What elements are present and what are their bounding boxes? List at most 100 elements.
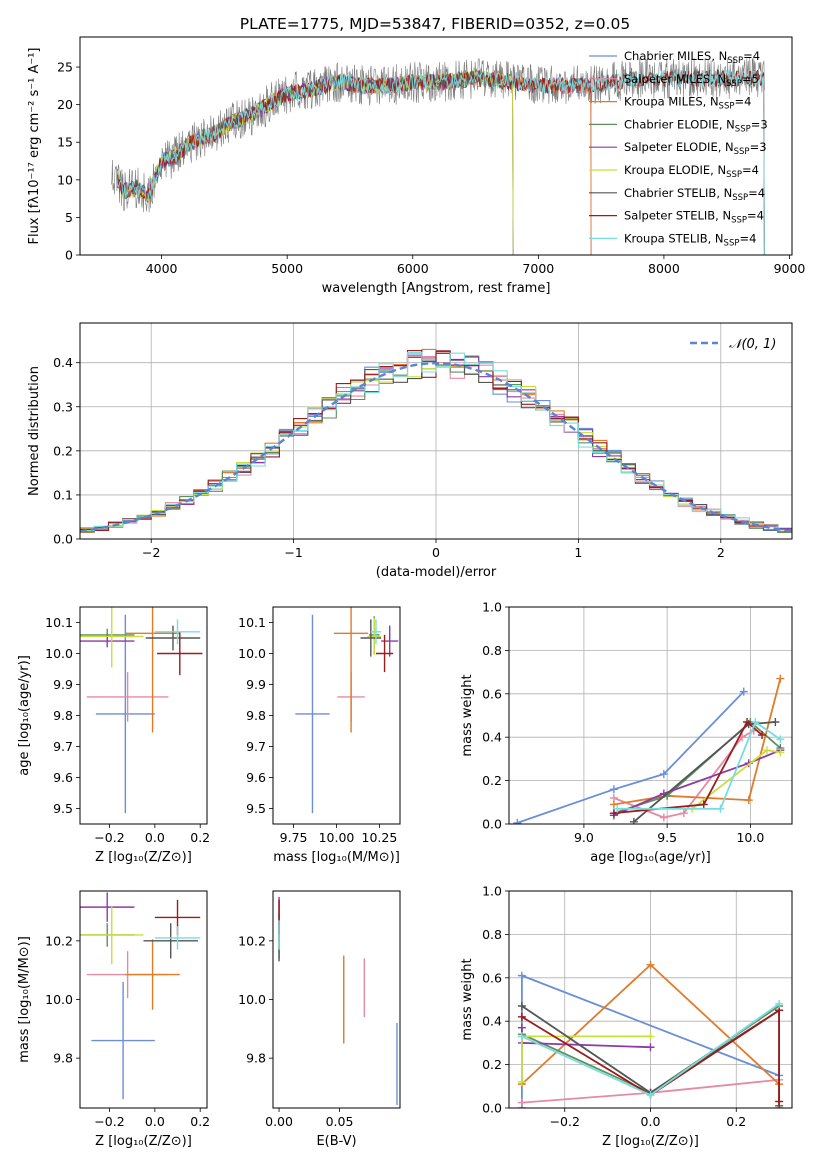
y-tick-label: 10.0 [238, 992, 266, 1007]
weight-point-marker [517, 1077, 526, 1086]
x-tick-label: 6000 [397, 261, 429, 276]
weight-point-marker [659, 770, 668, 779]
weight-point-marker [517, 1098, 526, 1107]
x-tick-label: 0.2 [190, 830, 210, 845]
y-tick-label: 0 [65, 248, 73, 263]
legend-subscript: SSP [731, 216, 747, 226]
residuals-plot-area [80, 348, 792, 534]
legend-subscript: SSP [735, 124, 751, 134]
x-tick-label: 10.0 [736, 830, 764, 845]
x-tick-label: 0.00 [265, 1114, 293, 1129]
errorbar-point [143, 923, 198, 959]
legend-value: =5 [742, 72, 759, 86]
weight-point-marker [716, 804, 725, 813]
residuals-legend: 𝒩(0, 1) [690, 337, 776, 352]
errorbar-point [154, 619, 201, 645]
spectrum-frame [79, 36, 793, 256]
x-tick-label: 2 [717, 545, 725, 560]
errorbar-point [145, 625, 201, 651]
y-tick-label: 10.0 [45, 992, 73, 1007]
mass_vs_Z-plot-area [80, 892, 201, 1100]
mass_vs_Z-panel: −0.2 0.0 0.2 9.8 10.0 10.2 Z [log₁₀(Z/Z⊙)] mass… [17, 890, 210, 1149]
spectrum-plot-area [111, 57, 765, 255]
weight-point-marker [517, 1023, 526, 1032]
weight-point-marker [646, 1032, 655, 1041]
x-axis-label: Z [log₁₀(Z/Z⊙)] [95, 850, 192, 865]
x-tick-label: 0 [432, 545, 440, 560]
weight-point-marker [771, 718, 780, 727]
legend-entry: Salpeter ELODIE, NSSP=3 [624, 140, 767, 157]
x-tick-label: 9000 [774, 261, 806, 276]
model-series-line [117, 70, 592, 255]
model-series-line [117, 70, 592, 255]
y-tick-label: 0.4 [482, 730, 502, 745]
y-tick-label: 9.9 [246, 677, 266, 692]
y-tick-label: 0.6 [482, 970, 502, 985]
legend-entry: Kroupa STELIB, NSSP=4 [624, 231, 756, 248]
legend-subscript: SSP [724, 238, 740, 248]
x-tick-label: 0.0 [145, 1114, 165, 1129]
legend-entry: Kroupa MILES, NSSP=4 [624, 95, 751, 112]
y-tick-label: 9.5 [246, 801, 266, 816]
x-tick-label: 9.75 [280, 830, 308, 845]
weight-point-marker [609, 800, 618, 809]
weight-point-marker [751, 718, 760, 727]
legend-value: =4 [734, 95, 751, 109]
y-tick-label: 9.7 [246, 739, 266, 754]
x-axis-label: (data-model)/error [376, 565, 497, 580]
y-tick-label: 10.2 [238, 933, 266, 948]
y-tick-label: 0.2 [53, 443, 73, 458]
y-tick-label: 0.0 [53, 532, 73, 547]
x-axis-label: age [log₁₀(age/yr)] [590, 850, 711, 865]
x-axis-label: wavelength [Angstrom, rest frame] [322, 281, 551, 296]
mass_vs_ebv-panel: 0.00 0.05 9.8 10.0 10.2 E(B-V) [238, 890, 401, 1149]
age_vs_mass-panel: 9.75 10.00 10.25 9.5 9.6 9.7 9.8 9.9 10.0 10.1 mas… [238, 606, 401, 865]
y-tick-label: 9.8 [53, 1051, 73, 1066]
y-tick-label: 10.1 [45, 615, 73, 630]
legend-entry: Chabrier STELIB, NSSP=4 [624, 186, 765, 203]
legend-subscript: SSP [734, 147, 750, 157]
x-tick-label: 8000 [648, 261, 680, 276]
errorbar-point [154, 926, 201, 950]
weight-point-marker [679, 809, 688, 818]
y-tick-label: 9.6 [53, 770, 73, 785]
x-tick-label: −0.2 [94, 1114, 124, 1129]
x-tick-label: 0.05 [326, 1114, 354, 1129]
age_vs_Z-panel: −0.2 0.0 0.2 9.5 9.6 9.7 9.8 9.9 10.0 10.1 Z [log₁… [17, 606, 210, 865]
weight-point-marker [743, 718, 752, 727]
x-tick-label: 10.25 [362, 830, 398, 845]
weight-series-line [613, 678, 782, 806]
y-tick-label: 10.0 [238, 646, 266, 661]
legend-value: =4 [748, 186, 765, 200]
x-axis-label: Z [log₁₀(Z/Z⊙)] [602, 1134, 699, 1149]
legend-value: =3 [750, 140, 767, 154]
weight-point-marker [517, 1032, 526, 1041]
errorbar-point [381, 625, 399, 657]
legend-entry: Salpeter MILES, NSSP=5 [624, 72, 759, 89]
weight-point-marker [775, 999, 784, 1008]
x-tick-label: 0.0 [641, 1114, 661, 1129]
weight-series-line [613, 729, 755, 819]
legend-subscript: SSP [719, 102, 735, 112]
y-tick-label: 0.8 [482, 927, 502, 942]
x-tick-label: −0.2 [550, 1114, 580, 1129]
y-tick-label: 20 [57, 97, 73, 112]
errorbar-point [295, 614, 330, 814]
x-tick-label: 0.2 [190, 1114, 210, 1129]
weight-point-marker [776, 748, 785, 757]
weight-point-marker [646, 1090, 655, 1099]
figure-title: PLATE=1775, MJD=53847, FIBERID=0352, z=0… [240, 15, 630, 33]
legend-subscript: SSP [727, 56, 743, 66]
x-tick-label: 7000 [522, 261, 554, 276]
model-series-line [117, 70, 765, 255]
legend-value: =4 [747, 209, 764, 223]
y-tick-label: 0.2 [482, 1057, 502, 1072]
errorbar-point [125, 607, 180, 733]
x-tick-label: 4000 [146, 261, 178, 276]
errorbar-point [95, 614, 155, 814]
x-tick-label: 9.5 [657, 830, 677, 845]
legend-subscript: SSP [726, 79, 742, 89]
x-axis-label: E(B-V) [316, 1134, 356, 1149]
x-tick-label: 9.0 [574, 830, 594, 845]
errorbar-point [86, 672, 169, 722]
